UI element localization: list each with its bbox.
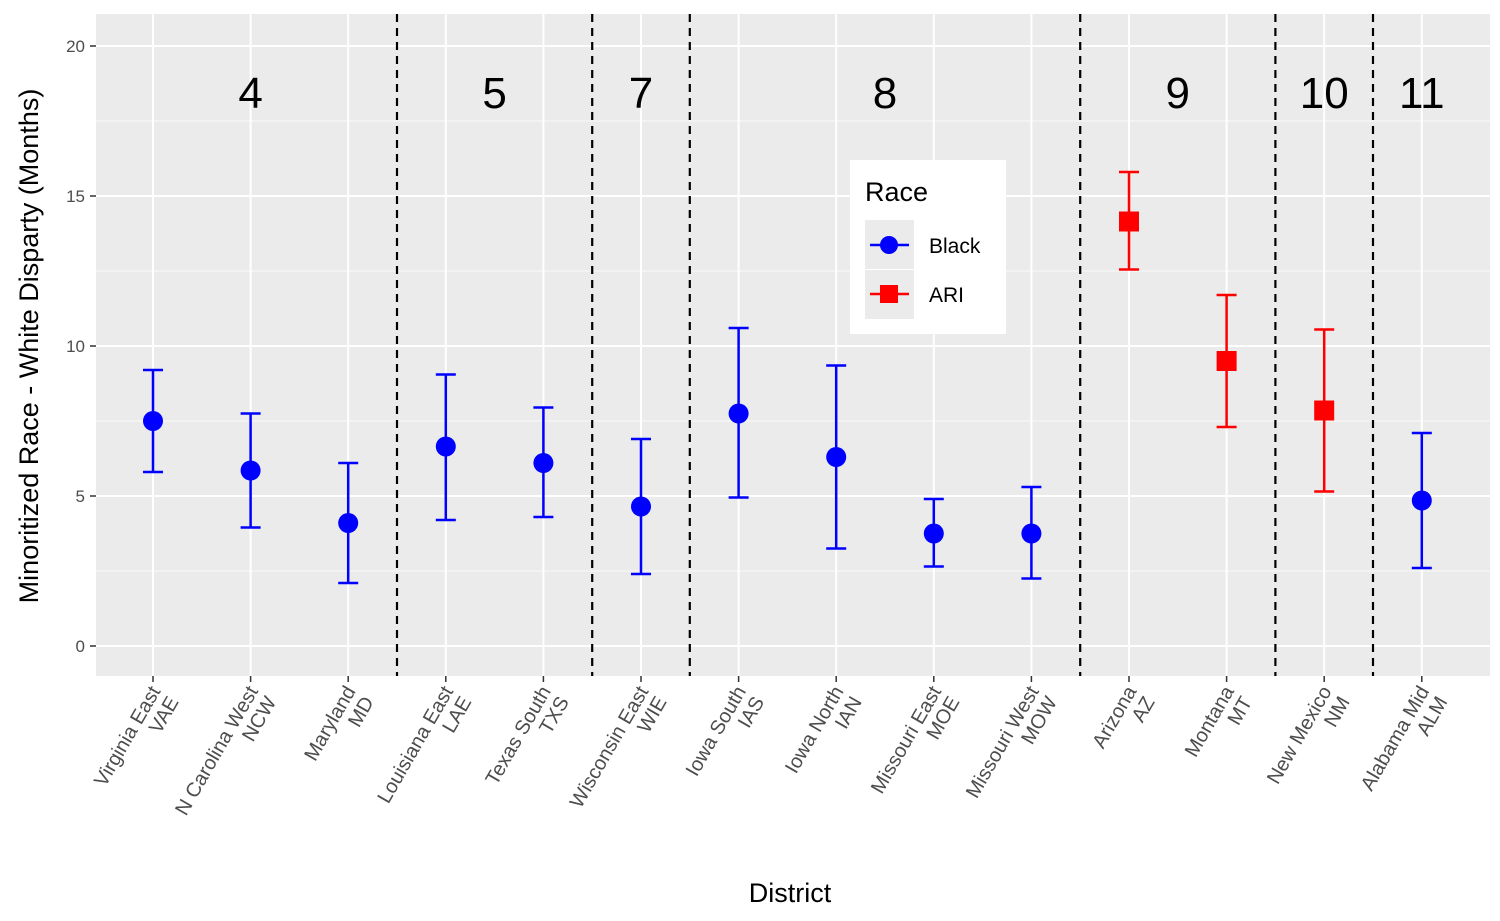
circuit-label-9: 9 xyxy=(1166,69,1190,118)
circuit-label-11: 11 xyxy=(1399,69,1445,118)
point-md xyxy=(338,513,359,533)
x-tick-label: Iowa SouthIAS xyxy=(682,683,769,791)
y-tick-label: 0 xyxy=(76,637,85,656)
x-tick-label: Texas SouthTXS xyxy=(482,683,574,800)
circuit-label-7: 7 xyxy=(629,69,653,118)
point-txs xyxy=(533,453,554,473)
point-ian xyxy=(826,447,847,467)
x-tick-label-name: Louisiana East xyxy=(373,682,458,807)
legend: Race Black ARI xyxy=(850,160,1006,334)
point-ias xyxy=(728,403,749,424)
point-vae xyxy=(143,411,163,431)
circuit-label-10: 10 xyxy=(1300,69,1349,118)
x-tick-label-name: Iowa South xyxy=(682,683,751,781)
x-tick-label: Iowa NorthIAN xyxy=(781,683,867,788)
circuit-labels: 4 5 7 8 9 10 11 xyxy=(238,69,1444,118)
circuit-dividers xyxy=(395,14,1375,676)
point-lae xyxy=(435,436,456,457)
point-alm xyxy=(1411,490,1432,511)
x-tick-label-name: Texas South xyxy=(482,683,556,789)
x-tick-label-name: Virginia East xyxy=(90,682,165,790)
circuit-label-4: 4 xyxy=(238,69,262,118)
y-axis: 0 5 10 15 20 xyxy=(66,37,96,656)
y-tick-label: 10 xyxy=(66,337,85,356)
x-tick-label-name: New Mexico xyxy=(1263,683,1337,788)
circuit-label-8: 8 xyxy=(873,69,897,118)
legend-title: Race xyxy=(865,177,928,207)
legend-key-black-circle xyxy=(880,236,898,254)
point-ncw xyxy=(240,460,261,481)
x-tick-label: MontanaMT xyxy=(1181,682,1258,772)
x-tick-label: Louisiana EastLAE xyxy=(373,682,476,818)
circuit-label-5: 5 xyxy=(482,69,506,118)
point-wie xyxy=(631,496,651,517)
x-tick-label: Missouri EastMOE xyxy=(867,682,964,808)
x-tick-label: Virginia EastVAE xyxy=(90,682,183,801)
point-az xyxy=(1119,211,1139,232)
x-tick-label-name: Wisconsin East xyxy=(566,682,654,812)
point-moe xyxy=(923,523,944,544)
x-tick-label: Alabama MidALM xyxy=(1357,683,1453,806)
point-nm xyxy=(1314,400,1335,421)
y-tick-label: 20 xyxy=(66,37,85,56)
x-tick-label: New MexicoNM xyxy=(1263,683,1355,799)
x-tick-label: Wisconsin EastWIE xyxy=(566,682,672,822)
y-tick-label: 5 xyxy=(76,487,85,506)
y-axis-title: Minoritized Race - White Disparty (Month… xyxy=(14,89,44,604)
x-tick-label: Missouri WestMOW xyxy=(962,682,1062,812)
x-tick-label-name: Alabama Mid xyxy=(1357,683,1434,795)
y-tick-label: 15 xyxy=(66,187,85,206)
legend-key-ari-square xyxy=(880,285,898,303)
x-tick-label: MarylandMD xyxy=(300,683,378,776)
point-mow xyxy=(1021,523,1042,544)
x-tick-label: ArizonaAZ xyxy=(1088,682,1160,763)
data-points xyxy=(143,170,1432,585)
point-mt xyxy=(1216,351,1237,371)
legend-label-black: Black xyxy=(929,235,981,258)
x-tick-label: N Carolina WestNCW xyxy=(171,682,281,830)
x-axis-title: District xyxy=(749,878,832,908)
x-tick-label-name: N Carolina West xyxy=(171,682,263,819)
x-tick-label-name: Iowa North xyxy=(781,683,848,778)
legend-label-ari: ARI xyxy=(929,284,964,307)
